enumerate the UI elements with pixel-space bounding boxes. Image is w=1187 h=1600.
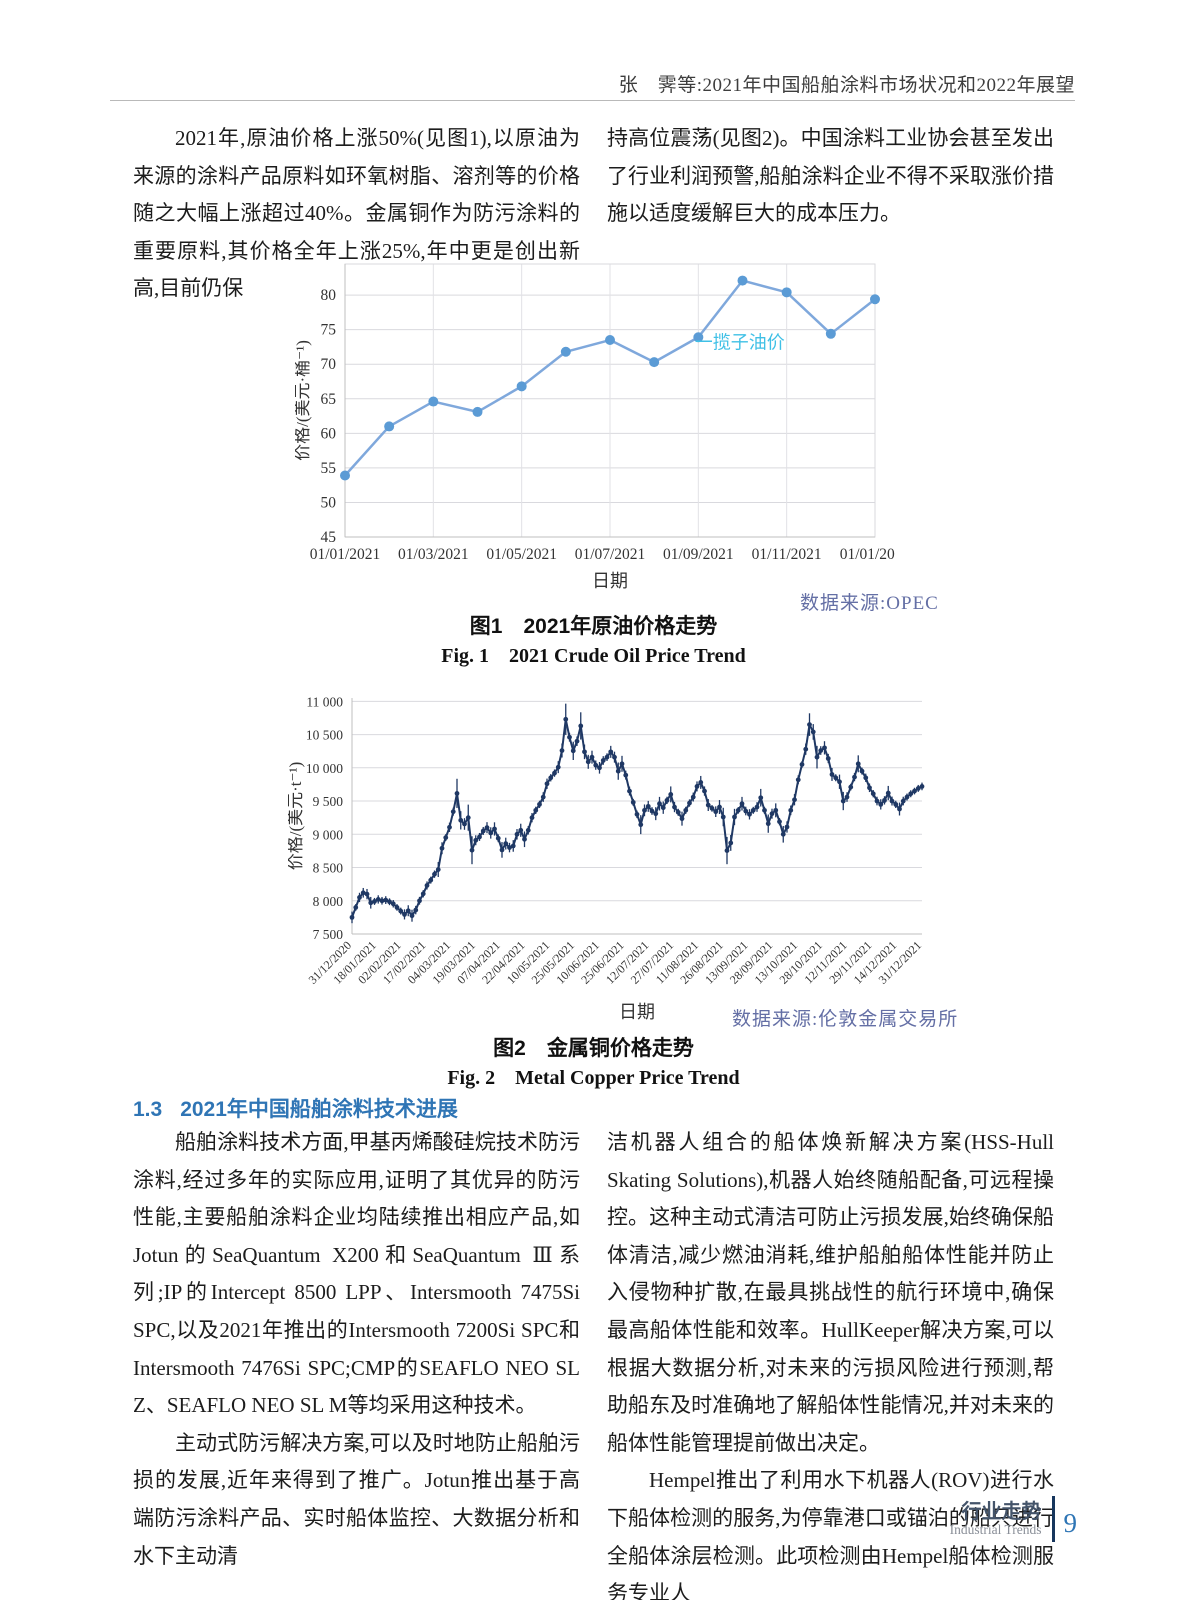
svg-text:01/07/2021: 01/07/2021	[575, 546, 646, 563]
paragraph: 洁机器人组合的船体焕新解决方案(HSS-Hull Skating Solutio…	[607, 1130, 1054, 1455]
crude-oil-chart: 45 50 55 60 65 70 75 80 01/01/2021 01/03/2021 01/0…	[295, 263, 895, 591]
section-number: 1.3	[133, 1098, 163, 1121]
svg-text:70: 70	[321, 356, 337, 373]
svg-text:65: 65	[321, 391, 337, 408]
header-rule	[110, 100, 1075, 101]
footer-divider	[1051, 1496, 1055, 1542]
figure-1-caption-zh: 图1 2021年原油价格走势	[469, 615, 718, 638]
svg-text:80: 80	[321, 287, 337, 304]
paragraph: 船舶涂料技术方面,甲基丙烯酸硅烷技术防污涂料,经过多年的实际应用,证明了其优异的…	[133, 1130, 580, 1418]
svg-text:01/03/2021: 01/03/2021	[398, 546, 469, 563]
figure-2-caption-en: Fig. 2 Metal Copper Price Trend	[447, 1067, 740, 1089]
copper-chart: 7 500 8 000 8 500 9 000 9 500 10 000 10 500 11 …	[288, 694, 925, 1022]
svg-text:价格/(美元·桶⁻¹): 价格/(美元·桶⁻¹)	[295, 340, 312, 461]
svg-text:01/09/2021: 01/09/2021	[663, 546, 734, 563]
svg-text:7 500: 7 500	[313, 927, 344, 942]
svg-text:01/11/2021: 01/11/2021	[752, 546, 822, 563]
svg-text:9 000: 9 000	[313, 827, 344, 842]
svg-text:75: 75	[321, 322, 337, 339]
page-number: 9	[1063, 1507, 1078, 1538]
footer: 行业走势 Industrial Trends 9	[950, 1496, 1077, 1542]
svg-text:50: 50	[321, 494, 337, 511]
svg-text:01/01/2022: 01/01/2022	[840, 546, 895, 563]
section-title: 2021年中国船舶涂料技术进展	[180, 1098, 458, 1121]
figure-1-source: 数据来源:OPEC	[800, 593, 939, 614]
paragraph: 2021年,原油价格上涨50%(见图1),以原油为来源的涂料产品原料如环氧树脂、…	[133, 126, 580, 301]
svg-text:60: 60	[321, 425, 337, 442]
paragraph: 主动式防污解决方案,可以及时地防止船舶污损的发展,近年来得到了推广。Jotun推…	[133, 1430, 580, 1568]
intro-right-column: 持高位震荡(见图2)。中国涂料工业协会甚至发出了行业利润预警,船舶涂料企业不得不…	[607, 120, 1054, 308]
footer-label-zh: 行业走势	[961, 1501, 1042, 1523]
svg-text:价格/(美元·t⁻¹): 价格/(美元·t⁻¹)	[288, 762, 305, 871]
svg-text:11 000: 11 000	[306, 694, 343, 709]
section-heading: 1.3 2021年中国船舶涂料技术进展	[133, 1093, 458, 1123]
svg-text:日期: 日期	[619, 1002, 655, 1022]
svg-text:日期: 日期	[592, 571, 628, 591]
intro-left-column: 2021年,原油价格上涨50%(见图1),以原油为来源的涂料产品原料如环氧树脂、…	[133, 120, 580, 308]
svg-text:10 000: 10 000	[306, 761, 343, 776]
body-right-column: 洁机器人组合的船体焕新解决方案(HSS-Hull Skating Solutio…	[607, 1124, 1054, 1600]
svg-text:10 500: 10 500	[306, 728, 343, 743]
paragraph: 持高位震荡(见图2)。中国涂料工业协会甚至发出了行业利润预警,船舶涂料企业不得不…	[607, 126, 1054, 226]
svg-text:8 500: 8 500	[313, 861, 344, 876]
figure-2-caption-zh: 图2 金属铜价格走势	[493, 1037, 694, 1060]
svg-text:一揽子油价: 一揽子油价	[695, 333, 785, 353]
svg-text:55: 55	[321, 460, 337, 477]
body-left-column: 船舶涂料技术方面,甲基丙烯酸硅烷技术防污涂料,经过多年的实际应用,证明了其优异的…	[133, 1124, 580, 1600]
footer-label-en: Industrial Trends	[949, 1522, 1042, 1537]
svg-text:45: 45	[321, 529, 337, 546]
figure-1-caption-en: Fig. 1 2021 Crude Oil Price Trend	[441, 645, 746, 667]
svg-text:01/01/2021: 01/01/2021	[310, 546, 381, 563]
intro-columns: 2021年,原油价格上涨50%(见图1),以原油为来源的涂料产品原料如环氧树脂、…	[133, 120, 1054, 308]
running-head: 张 霁等:2021年中国船舶涂料市场状况和2022年展望	[618, 75, 1075, 96]
figure-2-source: 数据来源:伦敦金属交易所	[732, 1009, 959, 1030]
footer-labels: 行业走势 Industrial Trends	[950, 1501, 1042, 1537]
paragraph: Hempel推出了利用水下机器人(ROV)进行水下船体检测的服务,为停靠港口或锚…	[607, 1468, 1054, 1600]
svg-text:9 500: 9 500	[313, 794, 344, 809]
svg-text:01/05/2021: 01/05/2021	[486, 546, 557, 563]
body-columns: 船舶涂料技术方面,甲基丙烯酸硅烷技术防污涂料,经过多年的实际应用,证明了其优异的…	[133, 1124, 1054, 1600]
svg-text:8 000: 8 000	[313, 894, 344, 909]
